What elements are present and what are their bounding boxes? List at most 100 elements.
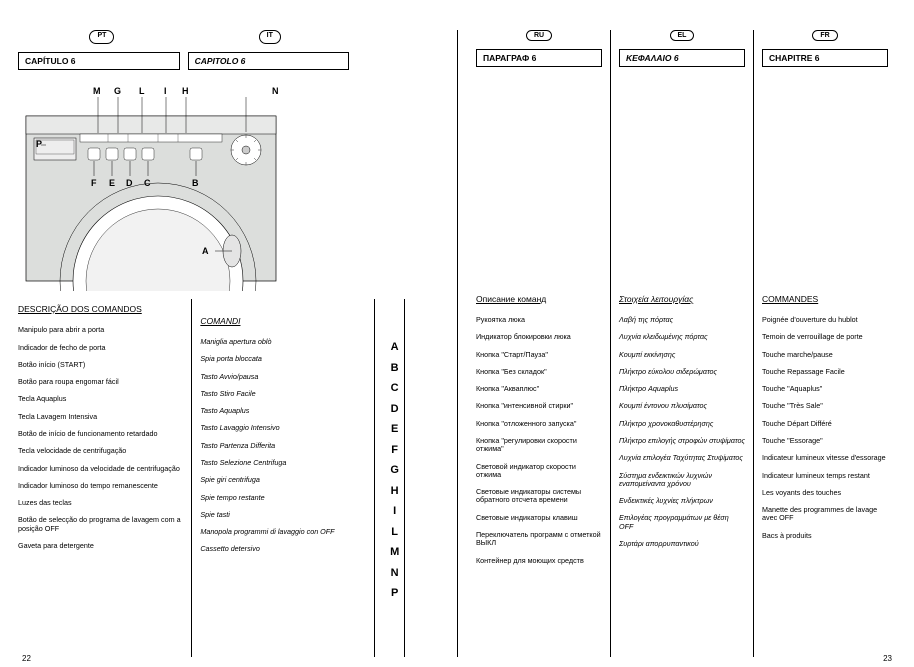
diagram-label-g: G — [114, 86, 121, 96]
cmdlist-fr: Poignée d'ouverture du hublot Temoin de … — [762, 316, 888, 540]
cmd-item: Touche marche/pause — [762, 351, 888, 359]
cmd-item: Touche "Aquaplus" — [762, 385, 888, 393]
letter: E — [391, 423, 398, 435]
chapter-el: ΚΕΦΑΛΑΙΟ 6 — [619, 49, 745, 67]
column-it: COMANDI Maniglia apertura oblò Spia port… — [192, 299, 374, 657]
cmd-item: Tecla Aquaplus — [18, 395, 183, 403]
cmd-item: Контейнер для моющих средств — [476, 557, 602, 565]
page-number-right: 23 — [883, 654, 892, 663]
cmd-item: Cassetto detersivo — [200, 545, 365, 553]
right-page: RU ПАРАГРАФ 6 Описание команд Рукоятка л… — [446, 30, 896, 657]
cmd-item: Tasto Partenza Differita — [200, 442, 365, 450]
lang-tag-fr: FR — [762, 30, 888, 41]
cmd-item: Les voyants des touches — [762, 489, 888, 497]
cmd-item: Luzes das teclas — [18, 499, 183, 507]
cmd-item: Botão de selecção do programa de lavagem… — [18, 516, 183, 533]
cmd-item: Indicateur lumineux vitesse d'essorage — [762, 454, 888, 462]
letter: L — [391, 526, 398, 538]
chapter-pt: CAPÍTULO 6 — [18, 52, 180, 70]
cmd-item: Touche "Très Sale" — [762, 402, 888, 410]
cmd-item: Tecla velocidade de centrifugação — [18, 447, 183, 455]
cmd-item: Переключатель программ с отметкой ВЫКЛ — [476, 531, 602, 548]
cmd-item: Σύστημα ενδεικτικών λυχνιών εναπομείναντ… — [619, 472, 745, 489]
column-pt: DESCRIÇÃO DOS COMANDOS Manipulo para abr… — [18, 299, 192, 657]
washing-machine-diagram: P M G L I H N F E D C B A — [18, 76, 323, 291]
cmd-item: Indicateur lumineux temps restant — [762, 472, 888, 480]
page-split-border — [457, 30, 458, 657]
cmd-item: Tecla Lavagem Intensiva — [18, 413, 183, 421]
cmd-item: Bacs à produits — [762, 532, 888, 540]
left-page: PT IT CAPÍTULO 6 CAPITOLO 6 — [18, 30, 446, 657]
cmd-item: Touche Départ Différé — [762, 420, 888, 428]
diagram-label-d: D — [126, 178, 133, 188]
diagram-label-m: M — [93, 86, 101, 96]
letter: D — [391, 403, 399, 415]
letter: F — [391, 444, 398, 456]
lang-tag-pt: PT — [18, 30, 186, 44]
cmd-item: Κουμπί έντονου πλυσίματος — [619, 402, 745, 410]
cmd-item: Botão de início de funcionamento retarda… — [18, 430, 183, 438]
cmd-item: Spie tempo restante — [200, 494, 365, 502]
cmd-item: Кнопка "отложенного запуска" — [476, 420, 602, 428]
chapter-ru: ПАРАГРАФ 6 — [476, 49, 602, 67]
cmd-item: Manopola programmi di lavaggio con OFF — [200, 528, 365, 536]
chapter-it: CAPITOLO 6 — [188, 52, 350, 70]
cmdlist-it: Maniglia apertura oblò Spia porta blocca… — [200, 338, 365, 554]
page-number-left: 22 — [22, 654, 31, 663]
cmd-item: Кнопка "Старт/Пауза" — [476, 351, 602, 359]
diagram-label-h: H — [182, 86, 189, 96]
cmd-item: Spie tasti — [200, 511, 365, 519]
cmd-item: Tasto Avvio/pausa — [200, 373, 365, 381]
cmd-item: Πλήκτρο χρονοκαθυστέρησης — [619, 420, 745, 428]
diagram-label-e: E — [109, 178, 115, 188]
cmd-item: Indicador luminoso da velocidade de cent… — [18, 465, 183, 473]
cmd-item: Touche Repassage Facile — [762, 368, 888, 376]
cmd-item: Επιλογέας προγραμμάτων με θέση OFF — [619, 514, 745, 531]
cmd-item: Indicador de fecho de porta — [18, 344, 183, 352]
cmd-item: Touche "Essorage" — [762, 437, 888, 445]
cmd-item: Кнопка "интенсивной стирки" — [476, 402, 602, 410]
letter: C — [391, 382, 399, 394]
cmd-item: Кнопка "Без складок" — [476, 368, 602, 376]
cmd-item: Κουμπί εκκίνησης — [619, 351, 745, 359]
heading-el: Στοιχεία λειτουργίας — [619, 294, 745, 304]
cmd-item: Tasto Selezione Centrifuga — [200, 459, 365, 467]
lang-tag-it: IT — [186, 30, 354, 44]
cmd-item: Maniglia apertura oblò — [200, 338, 365, 346]
cmd-item: Tasto Lavaggio Intensivo — [200, 424, 365, 432]
cmd-item: Poignée d'ouverture du hublot — [762, 316, 888, 324]
letter: P — [391, 587, 398, 599]
cmd-item: Πλήκτρο εύκολου σιδερώματος — [619, 368, 745, 376]
cmd-item: Spie giri centrifuga — [200, 476, 365, 484]
cmd-item: Кнопка "Акваплюс" — [476, 385, 602, 393]
cmd-item: Spia porta bloccata — [200, 355, 365, 363]
letter: G — [390, 464, 399, 476]
cmd-item: Συρτάρι απορρυπαντικού — [619, 540, 745, 548]
heading-it: COMANDI — [200, 316, 365, 326]
cmd-item: Световой индикатор скорости отжима — [476, 463, 602, 480]
diagram-label-p: P — [36, 139, 42, 149]
lang-tag-el: EL — [619, 30, 745, 41]
cmd-item: Botão início (START) — [18, 361, 183, 369]
diagram-label-b: B — [192, 178, 199, 188]
cmd-item: Gaveta para detergente — [18, 542, 183, 550]
cmd-item: Tasto Stiro Facile — [200, 390, 365, 398]
cmd-item: Λυχνία κλειδωμένης πόρτας — [619, 333, 745, 341]
cmdlist-ru: Рукоятка люка Индикатор блокировки люка … — [476, 316, 602, 565]
letter: H — [391, 485, 399, 497]
letter-column: A B C D E F G H I L M N P — [375, 299, 405, 657]
cmd-item: Botão para roupa engomar fácil — [18, 378, 183, 386]
column-ru: RU ПАРАГРАФ 6 Описание команд Рукоятка л… — [468, 30, 611, 657]
cmd-item: Manipulo para abrir a porta — [18, 326, 183, 334]
letter: N — [391, 567, 399, 579]
cmd-item: Световые индикаторы клавиш — [476, 514, 602, 522]
cmd-item: Temoin de verrouillage de porte — [762, 333, 888, 341]
cmd-item: Πλήκτρο επιλογής στροφών στυψίματος — [619, 437, 745, 445]
heading-pt: DESCRIÇÃO DOS COMANDOS — [18, 305, 183, 314]
cmd-item: Ενδεικτικές λυχνίες πλήκτρων — [619, 497, 745, 505]
column-fr: FR CHAPITRE 6 COMMANDES Poignée d'ouvert… — [754, 30, 896, 657]
cmd-item: Световые индикаторы системы обратного от… — [476, 488, 602, 505]
diagram-label-a: A — [202, 246, 209, 256]
letter: B — [391, 362, 399, 374]
cmd-item: Tasto Aquaplus — [200, 407, 365, 415]
